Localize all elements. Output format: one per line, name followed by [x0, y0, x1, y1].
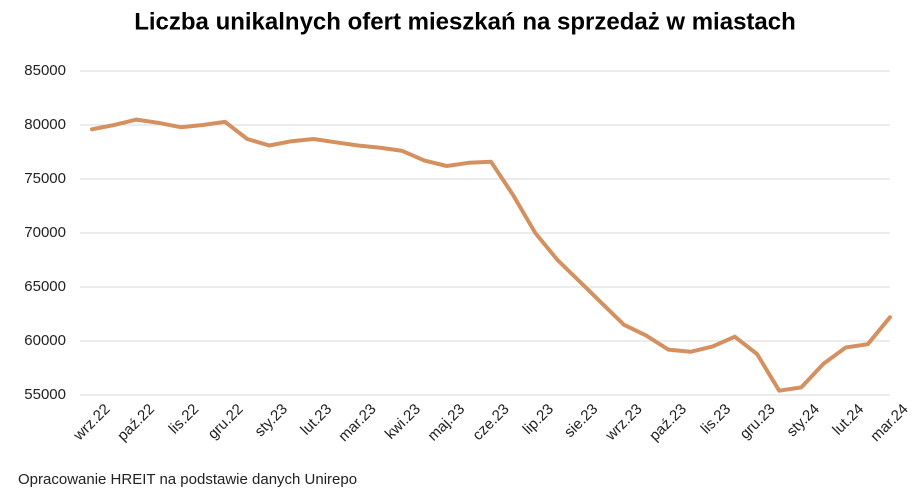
x-tick-label: mar.23 — [335, 401, 379, 445]
y-tick-label: 60000 — [24, 332, 66, 349]
x-tick-label: gru.23 — [737, 401, 779, 443]
x-tick-label: maj.23 — [424, 401, 468, 445]
x-tick-label: cze.23 — [469, 401, 512, 444]
y-tick-label: 85000 — [24, 62, 66, 79]
x-tick-label: wrz.22 — [70, 401, 114, 445]
y-tick-label: 65000 — [24, 278, 66, 295]
x-tick-label: paź.23 — [646, 401, 690, 445]
y-tick-label: 80000 — [24, 116, 66, 133]
y-tick-label: 75000 — [24, 170, 66, 187]
x-tick-label: sty.24 — [783, 401, 823, 441]
x-tick-label: gru.22 — [205, 401, 247, 443]
x-tick-label: lut.24 — [829, 401, 867, 439]
x-tick-label: kwi.23 — [382, 401, 424, 443]
y-tick-label: 70000 — [24, 224, 66, 241]
x-tick-label: paź.22 — [114, 401, 158, 445]
data-line — [90, 117, 892, 393]
x-tick-label: lis.23 — [698, 401, 735, 438]
x-tick-label: sty.23 — [251, 401, 291, 441]
source-note: Opracowanie HREIT na podstawie danych Un… — [18, 471, 357, 488]
x-tick-label: sie.23 — [561, 401, 601, 441]
x-tick-label: lip.23 — [520, 401, 557, 438]
x-tick-label: mar.24 — [867, 401, 911, 445]
chart-title: Liczba unikalnych ofert mieszkań na sprz… — [134, 8, 796, 35]
x-tick-label: lis.22 — [166, 401, 203, 438]
x-tick-label: lut.23 — [297, 401, 335, 439]
y-tick-label: 55000 — [24, 386, 66, 403]
x-tick-label: wrz.23 — [602, 401, 646, 445]
